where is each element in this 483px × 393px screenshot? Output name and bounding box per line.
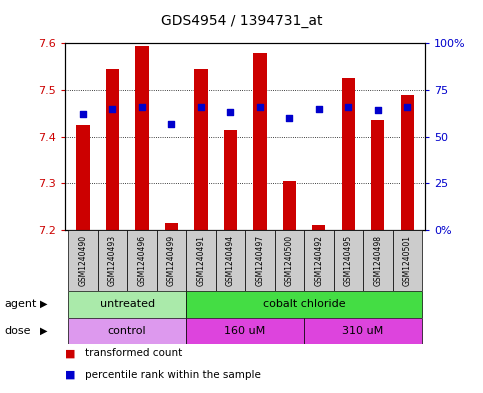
Bar (371, 120, 384, 230)
Text: GDS4954 / 1394731_at: GDS4954 / 1394731_at (161, 14, 322, 28)
Text: GSM1240496: GSM1240496 (137, 235, 146, 286)
Bar (68, 291, 186, 318)
Text: cobalt chloride: cobalt chloride (263, 299, 345, 309)
Bar (106, 69, 119, 230)
Bar (224, 130, 237, 230)
Text: GSM1240491: GSM1240491 (197, 235, 205, 286)
Bar (76, 125, 89, 230)
Point (79, 111, 87, 117)
Bar (312, 225, 326, 230)
Text: ■: ■ (65, 348, 76, 358)
Bar (253, 53, 267, 230)
Text: GSM1240490: GSM1240490 (78, 235, 87, 286)
Text: 160 uM: 160 uM (225, 326, 266, 336)
Text: percentile rank within the sample: percentile rank within the sample (85, 370, 260, 380)
Bar (283, 181, 296, 230)
Text: GSM1240495: GSM1240495 (344, 235, 353, 286)
Bar (186, 230, 215, 291)
Bar (363, 230, 393, 291)
Text: GSM1240492: GSM1240492 (314, 235, 323, 286)
Point (285, 115, 293, 121)
Bar (304, 318, 422, 344)
Bar (215, 230, 245, 291)
Bar (334, 230, 363, 291)
Bar (127, 230, 156, 291)
Point (374, 107, 382, 114)
Bar (186, 291, 422, 318)
Text: ▶: ▶ (40, 326, 47, 336)
Bar (186, 318, 304, 344)
Text: GSM1240494: GSM1240494 (226, 235, 235, 286)
Text: GSM1240493: GSM1240493 (108, 235, 117, 286)
Bar (194, 69, 208, 230)
Text: GSM1240497: GSM1240497 (256, 235, 264, 286)
Bar (68, 318, 186, 344)
Point (138, 103, 146, 110)
Bar (393, 230, 422, 291)
Point (227, 109, 234, 116)
Text: control: control (108, 326, 146, 336)
Text: ▶: ▶ (40, 299, 47, 309)
Bar (275, 230, 304, 291)
Point (109, 105, 116, 112)
Bar (135, 46, 149, 230)
Bar (156, 230, 186, 291)
Text: ■: ■ (65, 370, 76, 380)
Point (344, 103, 352, 110)
Point (315, 105, 323, 112)
Bar (341, 78, 355, 230)
Text: 310 uM: 310 uM (342, 326, 384, 336)
Point (168, 120, 175, 127)
Text: agent: agent (5, 299, 37, 309)
Text: GSM1240501: GSM1240501 (403, 235, 412, 286)
Text: GSM1240499: GSM1240499 (167, 235, 176, 286)
Bar (98, 230, 127, 291)
Text: GSM1240498: GSM1240498 (373, 235, 383, 286)
Bar (165, 223, 178, 230)
Bar (304, 230, 334, 291)
Point (197, 103, 205, 110)
Text: transformed count: transformed count (85, 348, 182, 358)
Text: GSM1240500: GSM1240500 (285, 235, 294, 286)
Point (403, 103, 411, 110)
Point (256, 103, 264, 110)
Text: dose: dose (5, 326, 31, 336)
Bar (68, 230, 98, 291)
Text: untreated: untreated (99, 299, 155, 309)
Bar (401, 95, 414, 230)
Bar (245, 230, 275, 291)
